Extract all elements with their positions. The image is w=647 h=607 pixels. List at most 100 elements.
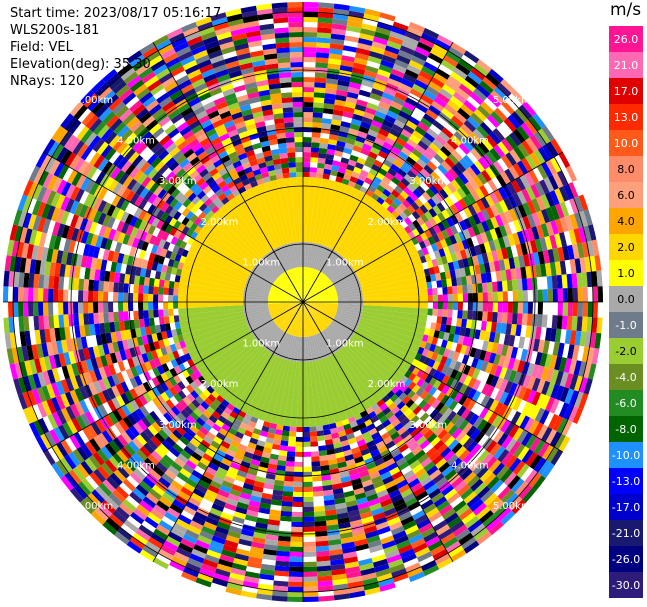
noise-gate [248,551,264,559]
velocity-gate [182,317,246,341]
noise-gate [119,482,133,496]
noise-gate [421,191,432,202]
noise-gate [129,246,137,257]
noise-gate [444,324,452,334]
noise-gate [184,352,192,362]
noise-gate [65,377,75,392]
noise-gate [455,431,467,443]
velocity-gate [347,339,401,386]
noise-gate [94,323,101,335]
velocity-gate [246,277,272,290]
noise-gate [285,466,295,472]
noise-gate [241,10,258,19]
noise-gate [159,415,170,426]
noise-gate [201,68,216,79]
noise-gate [541,462,555,479]
noise-gate [456,405,467,417]
noise-gate [430,100,445,112]
noise-gate [400,515,415,526]
noise-gate [330,427,338,435]
noise-gate [22,196,33,213]
noise-gate [494,365,503,378]
velocity-gate [362,295,428,302]
noise-gate [482,311,488,322]
noise-gate [448,46,464,59]
noise-gate [509,440,522,455]
noise-gate [473,527,489,541]
noise-gate [188,473,201,484]
noise-gate [161,76,176,89]
noise-gate [248,463,260,472]
noise-gate [466,425,477,438]
noise-gate [256,471,267,479]
noise-gate [384,137,396,147]
noise-gate [467,71,483,85]
velocity-gate [299,336,303,362]
velocity-gate [268,298,303,302]
noise-gate [466,151,478,164]
noise-gate [369,124,381,133]
noise-gate [38,417,50,434]
noise-gate [280,87,293,94]
noise-gate [158,429,169,440]
noise-gate [80,336,88,349]
noise-gate [319,137,329,144]
velocity-gate [251,269,274,285]
noise-gate [303,152,311,158]
noise-gate [403,557,419,569]
noise-gate [9,363,19,380]
noise-gate [186,152,198,163]
noise-gate [287,586,303,592]
noise-gate [423,132,436,143]
velocity-gate [318,332,333,356]
noise-gate [238,496,250,505]
noise-gate [90,79,106,94]
noise-gate [265,437,274,444]
noise-gate [565,165,578,183]
noise-gate [367,129,379,138]
noise-gate [43,288,49,302]
noise-gate [411,509,426,521]
noise-gate [324,509,337,516]
noise-gate [65,405,76,421]
noise-gate [169,503,183,515]
noise-gate [223,436,233,445]
noise-gate [93,312,100,324]
noise-gate [178,194,188,205]
velocity-gate [178,295,244,302]
noise-gate [554,328,562,343]
noise-gate [443,332,450,341]
noise-gate [28,165,41,183]
noise-gate [401,146,412,157]
noise-gate [192,434,204,444]
noise-gate [579,257,587,273]
noise-gate [409,192,419,202]
noise-gate [423,461,436,472]
noise-gate [133,293,139,302]
velocity-gate [264,359,288,423]
noise-gate [419,181,430,192]
noise-gate [175,547,192,558]
noise-gate [400,220,409,229]
noise-gate [177,380,186,391]
noise-gate [537,146,550,162]
noise-gate [147,400,158,411]
noise-gate [93,223,103,236]
velocity-gate [252,185,282,248]
noise-gate [187,557,203,569]
noise-gate [541,380,551,396]
noise-gate [105,517,121,532]
noise-gate [224,539,239,549]
noise-gate [389,201,399,211]
noise-gate [60,210,70,225]
noise-gate [303,157,311,163]
noise-gate [474,404,485,417]
noise-gate [444,270,452,280]
noise-gate [442,309,448,318]
noise-gate [344,35,360,43]
noise-gate [388,105,401,115]
colorbar-tick-label: 13.0 [614,111,639,124]
noise-gate [51,248,59,263]
noise-gate [334,99,346,107]
noise-gate [260,497,272,505]
